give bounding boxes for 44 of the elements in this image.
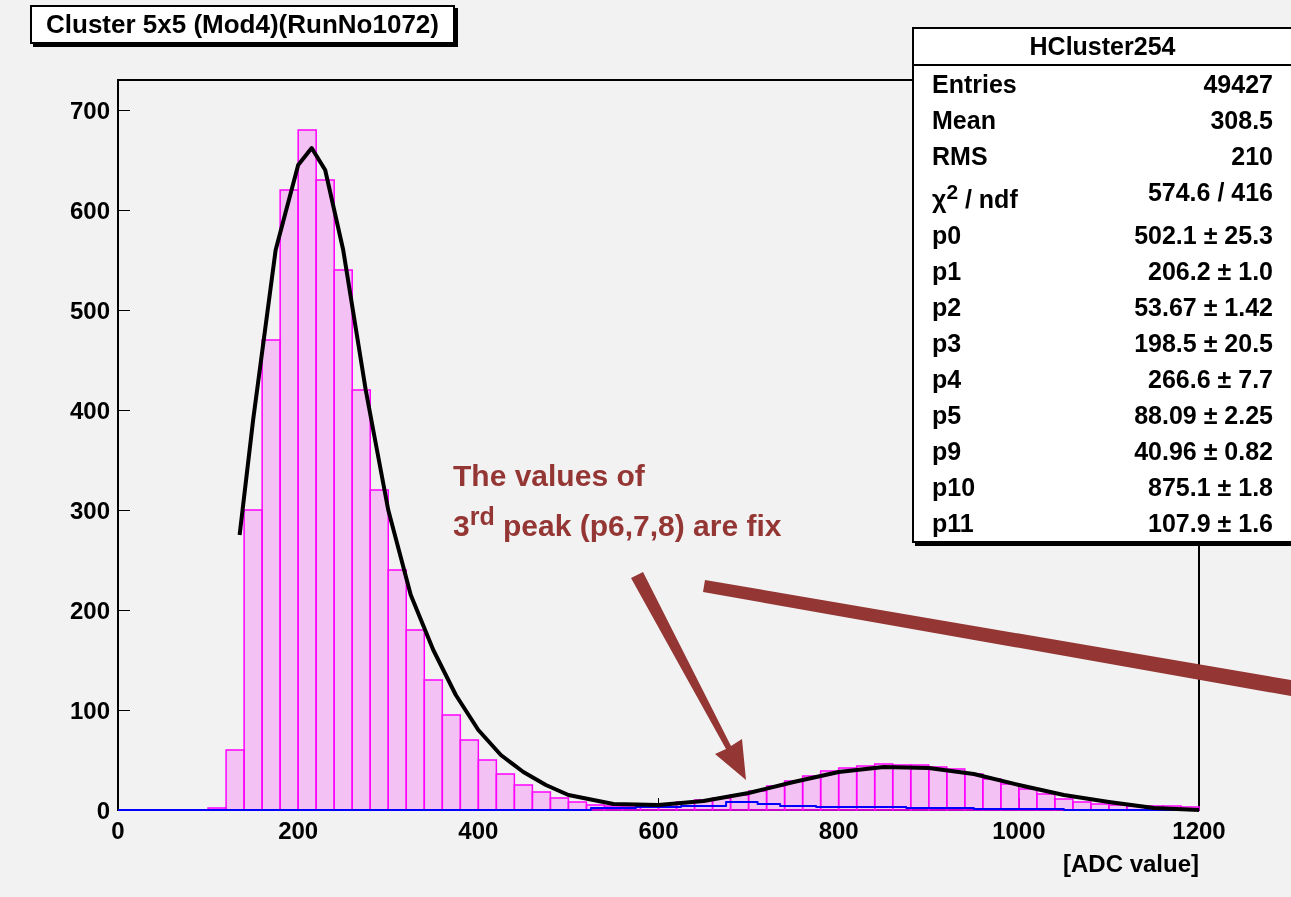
text: HCluster254	[914, 29, 1291, 66]
annotation: p4	[932, 364, 962, 396]
y-tick-label: 0	[96, 796, 110, 824]
y-tick-label: 100	[69, 696, 110, 724]
y-tick-label: 600	[69, 196, 110, 224]
x-axis-title: [ADC value]	[1062, 850, 1199, 878]
annotation: RMS	[932, 141, 988, 172]
annotation: 875.1 ± 1.8	[1148, 472, 1273, 504]
annotation: Entries	[932, 69, 1017, 100]
x-tick-label: 1200	[1172, 816, 1226, 844]
y-tick-label: 400	[69, 396, 110, 424]
annotation: 574.6 / 416	[1147, 177, 1273, 208]
annotation: 198.5 ± 20.5	[1134, 328, 1273, 360]
y-tick-label: 200	[69, 596, 110, 624]
y-tick-label: 700	[69, 96, 110, 124]
annotation: 266.6 ± 7.7	[1148, 364, 1273, 396]
annotation: The values of 3$^{rd}$ peak (p6,7,8) are fix	[453, 458, 782, 544]
annotation: p3	[932, 328, 962, 360]
x-tick-label: 800	[818, 816, 859, 844]
annotation: p5	[932, 400, 962, 432]
annotation: p10	[932, 472, 976, 504]
annotation: 53.67 ± 1.42	[1134, 292, 1273, 324]
annotation: Mean	[932, 105, 996, 136]
annotation: χ$^{2}$ / ndf	[932, 179, 1018, 216]
x-tick-label: 1000	[992, 816, 1046, 844]
annotation: 107.9 ± 1.6	[1148, 508, 1273, 540]
text: 210	[1231, 141, 1273, 172]
annotation: p2	[932, 292, 962, 324]
annotation: 502.1 ± 25.3	[1134, 220, 1273, 252]
annotation: p9	[932, 436, 962, 468]
annotation: p1	[932, 256, 962, 288]
annotation: 88.09 ± 2.25	[1134, 400, 1273, 432]
text: 308.5	[1210, 105, 1273, 136]
annotation: p0	[932, 220, 962, 252]
chart-title: Cluster 5x5 (Mod4)(RunNo1072)	[30, 5, 455, 44]
x-tick-label: 400	[458, 816, 499, 844]
x-tick-label: 600	[638, 816, 679, 844]
annotation: 206.2 ± 1.0	[1148, 256, 1273, 288]
text: 49427	[1203, 69, 1273, 100]
y-tick-label: 300	[69, 496, 110, 524]
annotation: p11	[932, 508, 974, 540]
annotation: 40.96 ± 0.82	[1134, 436, 1273, 468]
y-tick-label: 500	[69, 296, 110, 324]
x-tick-label: 200	[278, 816, 319, 844]
